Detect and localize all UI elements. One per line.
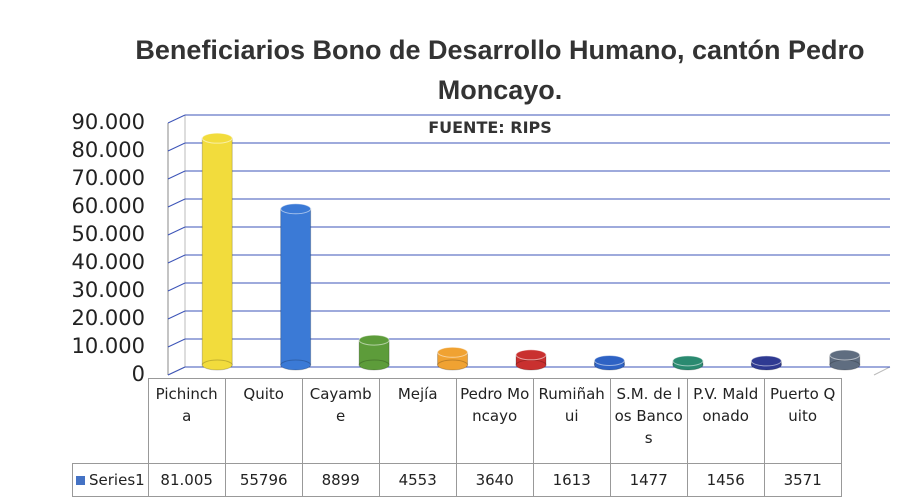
value-label: 3571	[763, 463, 842, 497]
value-label: 1456	[686, 463, 765, 497]
y-tick-label: 80.000	[72, 138, 145, 162]
bar-top	[201, 132, 233, 144]
bar-top	[829, 349, 861, 361]
bar-base	[201, 359, 233, 371]
bar	[280, 208, 312, 366]
chart-title: Beneficiarios Bono de Desarrollo Humano,…	[135, 35, 865, 105]
y-tick-label: 30.000	[72, 278, 145, 302]
category-label: Rumiñahui	[532, 378, 611, 464]
grid-line	[167, 282, 186, 292]
y-tick-label: 90.000	[72, 110, 145, 134]
category-label: Puerto Quito	[763, 378, 842, 464]
grid-line	[167, 338, 186, 348]
value-label: 55796	[224, 463, 303, 497]
bar-base	[829, 359, 861, 371]
category-label: S.M. de los Bancos	[609, 378, 688, 464]
value-label: 3640	[455, 463, 534, 497]
bar-top	[593, 354, 625, 366]
legend-label: Series1	[89, 471, 145, 489]
bar-top	[515, 349, 547, 361]
category-label: Cayambe	[301, 378, 380, 464]
blank-cell	[72, 378, 149, 464]
grid-line	[167, 366, 186, 376]
y-tick-label: 10.000	[72, 334, 145, 358]
value-label: 1477	[609, 463, 688, 497]
category-label: Pichincha	[147, 378, 226, 464]
bar-base	[437, 359, 469, 371]
y-tick-label: 50.000	[72, 222, 145, 246]
value-label: 4553	[378, 463, 457, 497]
value-label: 1613	[532, 463, 611, 497]
category-label: Pedro Moncayo	[455, 378, 534, 464]
grid-line	[167, 310, 186, 320]
grid-line	[167, 254, 186, 264]
legend-key	[76, 476, 85, 485]
bar-top	[437, 346, 469, 358]
bar-top	[672, 355, 704, 367]
data-table: Pichincha Quito Cayambe Mejía Pedro Moncayo R…	[72, 378, 842, 497]
y-tick-label: 60.000	[72, 194, 145, 218]
category-label: P.V. Maldonado	[686, 378, 765, 464]
legend-cell: Series1	[72, 463, 149, 497]
category-row: Pichincha Quito Cayambe Mejía Pedro Moncayo R…	[72, 378, 842, 464]
y-tick-label: 20.000	[72, 306, 145, 330]
grid-line	[167, 170, 186, 180]
value-row: Series1 81.005 55796 8899 4553 3640 1613 1477 1…	[72, 463, 842, 497]
y-tick-label: 40.000	[72, 250, 145, 274]
y-tick-label: 70.000	[72, 166, 145, 190]
value-label: 81.005	[147, 463, 226, 497]
bar-top	[280, 203, 312, 215]
bar-top	[358, 334, 390, 346]
grid-line	[167, 226, 186, 236]
bar-base	[280, 359, 312, 371]
bar-base	[358, 359, 390, 371]
grid-line	[167, 198, 186, 208]
grid-line	[167, 114, 186, 124]
category-label: Quito	[224, 378, 303, 464]
value-label: 8899	[301, 463, 380, 497]
floor-edge	[873, 366, 891, 376]
bar-top	[750, 355, 782, 367]
bar	[201, 137, 233, 366]
bar-base	[515, 359, 547, 371]
chart-subtitle: FUENTE: RIPS	[428, 118, 552, 137]
grid-line	[167, 142, 186, 152]
category-label: Mejía	[378, 378, 457, 464]
